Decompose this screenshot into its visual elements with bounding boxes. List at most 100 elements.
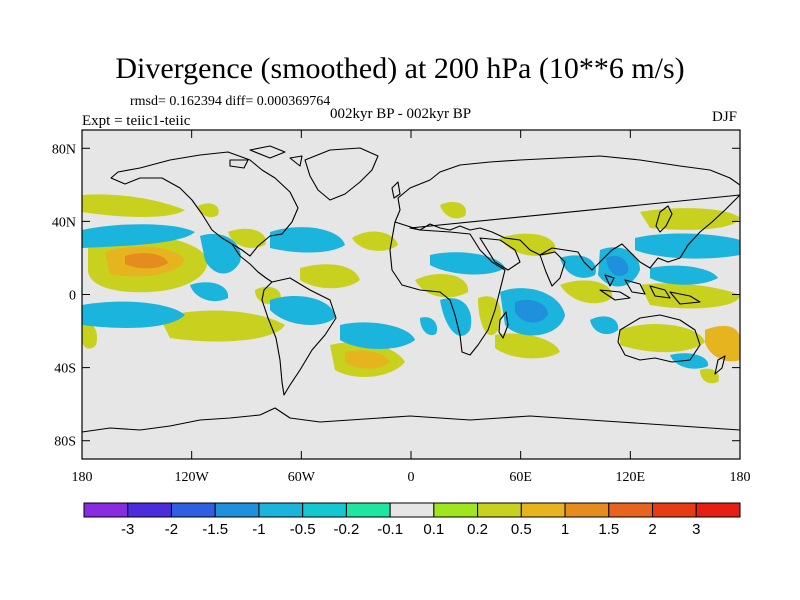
colorbar-box [170,502,216,518]
colorbar: -3 -2 -1.5 -1 -0.5 -0.2 -0.1 0.1 0.2 0.5 1 1.5 2 3 [83,502,741,538]
field-region-negative [670,353,709,369]
field-region-negative [606,255,629,276]
field-region-negative [420,317,438,336]
colorbar-box [695,502,741,518]
colorbar-box [564,502,610,518]
coastline-india [539,251,566,287]
colorbar-label: 0.1 [423,521,444,538]
colorbar-label: -0.5 [290,521,316,538]
field-region-positive [495,333,560,359]
period-text: 002kyr BP - 002kyr BP [330,106,472,122]
colorbar-label: -3 [121,521,134,538]
coastlines [82,145,740,433]
coastline-greenland [304,147,379,201]
colorbar-box [608,502,654,518]
lat-tick-label: 40N [52,215,76,230]
coastline-africa [389,221,506,356]
field-region-negative [590,316,619,335]
colorbar-label: 0.5 [511,521,532,538]
field-region-positive [415,273,469,298]
lat-tick-label: 0 [69,289,76,304]
field-region-negative [340,322,415,349]
field-region-positive [300,264,360,289]
field-region-negative [430,252,505,275]
colorbar-box [345,502,391,518]
colorbar-label: -0.1 [377,521,403,538]
colorbar-label: 0.2 [467,521,488,538]
field-region-positive [705,325,740,362]
coastline-central-america [231,243,273,283]
field-region-negative [515,299,548,323]
field-region-positive [620,323,705,353]
colorbar-box [652,502,697,518]
field-region-negative [560,255,596,278]
coastline-japan [655,205,673,233]
field-region-positive [125,253,168,269]
plot-title: Divergence (smoothed) at 200 hPa (10**6 … [115,52,685,85]
coastline-australia [617,314,701,363]
coastline-madagascar [498,311,509,339]
colorbar-box [83,502,129,518]
lat-tick-label: 40S [54,362,76,377]
colorbar-box [477,502,522,518]
coastline-arctic-islands [229,145,303,169]
lon-tick-label: 60W [288,470,316,485]
coastline-antarctica [82,407,740,433]
lon-tick-label: 120W [175,470,210,485]
lon-tick-label: 60E [509,470,532,485]
field-region-positive [198,203,219,218]
field-region-negative [650,265,718,285]
colorbar-label: -1.5 [202,521,228,538]
map-background [82,130,740,459]
lon-tick-label: 0 [408,470,415,485]
colorbar-box [127,502,172,518]
lon-tick-label: 120E [616,470,646,485]
experiment-text: Expt = teiic1-teiic [82,113,191,129]
coastline-north-america [110,151,299,257]
colorbar-box [433,502,479,518]
field-region-positive [478,296,501,336]
lon-tick-label: 180 [730,470,751,485]
colorbar-label: 1.5 [598,521,619,538]
colorbar-box [389,502,435,518]
field-region-positive [440,202,466,219]
field-region-negative [190,282,229,302]
field-region-positive [352,231,398,251]
colorbar-box [302,502,347,518]
longitude-axis: 180 120W 60W 0 60E 120E 180 [72,130,751,485]
coastline-arabia [479,237,521,271]
colorbar-label: -2 [165,521,178,538]
colorbar-label: 2 [648,521,656,538]
field-region-negative [82,224,195,248]
field-region-positive [160,310,285,342]
field-region-positive [560,280,613,304]
lat-tick-label: 80N [52,142,76,157]
lon-tick-label: 180 [72,470,93,485]
colorbar-box [214,502,260,518]
field-region-negative [270,227,345,253]
coastline-eurasia [394,155,740,271]
field-region-negative [82,301,185,328]
colorbar-label: -0.2 [333,521,359,538]
colorbar-box [258,502,304,518]
coastline-uk [391,181,401,199]
lat-tick-label: 80S [54,435,76,450]
colorbar-label: 3 [692,521,700,538]
field-region-positive [345,350,390,369]
field-region-positive [82,194,185,217]
coastline-new-zealand [714,355,726,375]
colorbar-label: 1 [561,521,569,538]
stats-text: rmsd= 0.162394 diff= 0.000369764 [130,94,331,109]
field-region-positive [640,208,740,230]
season-label: DJF [712,109,738,125]
coastline-maritime-continent [599,274,701,305]
field-region-negative [200,233,241,274]
field-region-positive [82,323,98,349]
coastline-south-america [261,277,337,396]
colorbar-box [520,502,566,518]
latitude-axis: 80N 40N 0 40S 80S [52,142,740,450]
field-region-positive [228,228,266,248]
colorbar-label: -1 [252,521,265,538]
divergence-field [82,194,740,384]
